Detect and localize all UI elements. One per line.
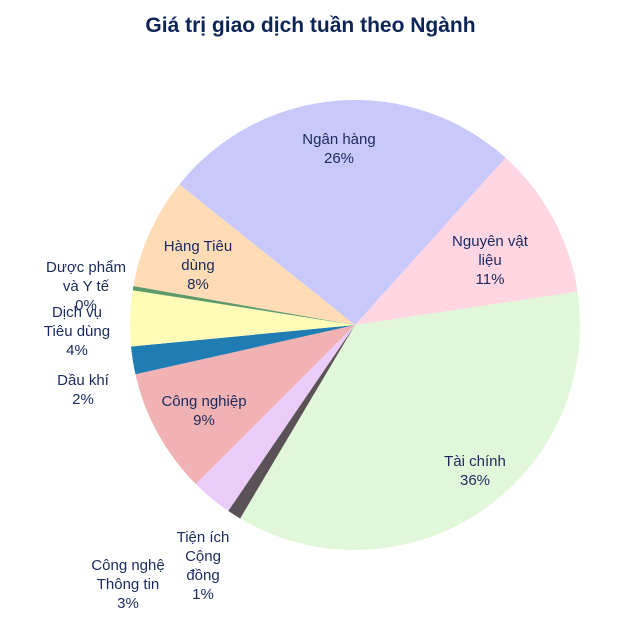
slice-label: Công nghiệp 9%	[161, 392, 246, 430]
slice-label-line: 8%	[187, 276, 209, 293]
slice-label-line: Công nghệ	[91, 557, 165, 574]
slice-label-line: 26%	[323, 150, 355, 167]
slice-label-line: đồng	[186, 567, 220, 584]
slice-label-line: Nguyên vật	[452, 233, 528, 250]
slice-label-line: 1%	[192, 586, 214, 603]
slice-label: Dược phẩm và Y tế 0%	[46, 258, 126, 315]
chart-title: Giá trị giao dịch tuần theo Ngành	[145, 14, 476, 37]
pie-slice	[132, 286, 355, 325]
slice-label-line: 3%	[117, 595, 139, 612]
slice-label-line: Dịch vụ	[51, 304, 103, 321]
slice-label-line: 11%	[475, 271, 505, 288]
slice-label-line: Tiêu dùng	[43, 323, 111, 340]
slice-label: Dầu khí 2%	[57, 371, 109, 409]
pie-slice	[228, 325, 355, 519]
slice-label-line: 4%	[66, 342, 88, 359]
slice-label-line: Tài chính	[444, 453, 506, 470]
slice-label: Hàng Tiêu dùng 8%	[164, 237, 232, 294]
pie-slice	[133, 184, 355, 325]
slice-label-line: Thông tin	[96, 576, 160, 593]
slice-label-line: Cộng	[185, 548, 221, 565]
slice-label: Tiện ích Cộng đồng 1%	[177, 528, 230, 604]
pie-slice	[240, 291, 581, 551]
slice-label-line: và Y tế	[62, 278, 110, 295]
slice-label-line: Dược phẩm	[46, 259, 126, 276]
pie-slice	[355, 157, 578, 325]
slice-label-line: Ngân hàng	[302, 131, 376, 148]
pie-slice	[131, 325, 355, 375]
slice-label-line: Dầu khí	[57, 372, 109, 389]
slice-label-line: 36%	[459, 472, 491, 489]
slice-label-line: liệu	[478, 252, 502, 269]
slice-label-line: 0%	[75, 297, 97, 314]
slice-label: Nguyên vật liệu 11%	[452, 232, 528, 289]
slice-label-line: 9%	[193, 412, 215, 429]
slice-label-line: Công nghiệp	[161, 393, 247, 410]
pie-slice	[129, 290, 355, 347]
slice-label-line: dùng	[181, 257, 215, 274]
slice-label: Công nghệ Thông tin 3%	[91, 556, 164, 613]
pie-slice	[195, 325, 355, 511]
slice-label: Tài chính 36%	[444, 452, 506, 490]
slice-label-line: 2%	[72, 391, 94, 408]
slice-label-line: Tiện ích	[176, 529, 230, 546]
slice-label: Dịch vụ Tiêu dùng 4%	[44, 303, 110, 360]
pie-slice	[179, 99, 506, 326]
slice-label-line: Hàng Tiêu	[163, 238, 233, 255]
slice-label: Ngân hàng 26%	[302, 130, 375, 168]
pie-slice	[135, 325, 355, 484]
